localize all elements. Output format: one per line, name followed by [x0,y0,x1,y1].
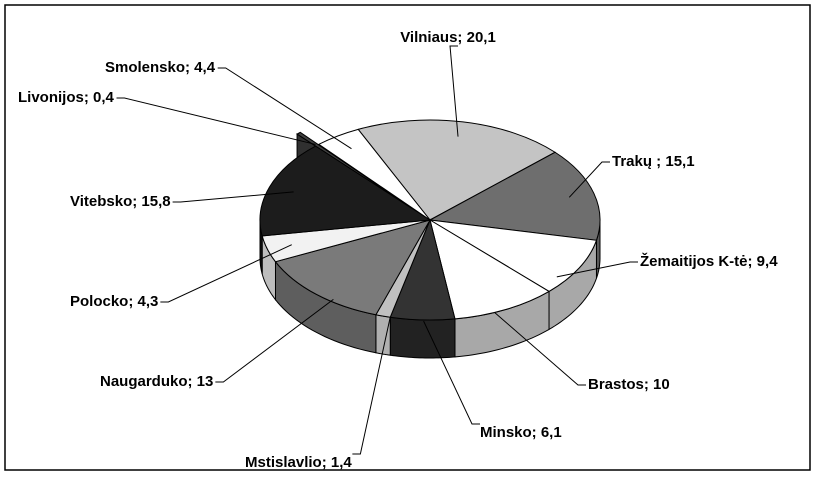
leader-line [423,320,480,425]
leader-line [215,298,334,383]
leader-line [568,161,610,198]
data-label: Žemaitijos K-tė; 9,4 [640,252,778,270]
leader-line [449,45,459,137]
data-label: Polocko; 4,3 [70,293,158,310]
slice [274,219,432,316]
slice-side [389,316,456,359]
data-label: Brastos; 10 [588,376,670,393]
slice [429,219,598,292]
leader-line [494,311,586,386]
leader-line [352,317,391,455]
data-label: Vilniaus; 20,1 [400,29,496,46]
leader-line [556,261,638,278]
data-label: Mstislavlio; 1,4 [245,454,352,471]
leader-line [172,191,294,203]
leader-line [217,67,352,150]
data-label: Vitebsko; 15,8 [70,193,171,210]
slice [296,131,412,209]
data-label: Livonijos; 0,4 [18,89,115,106]
data-label: Smolensko; 4,4 [105,59,216,76]
slice [317,128,431,221]
slice [259,145,432,237]
leader-line [116,97,316,145]
data-label: Trakų ; 15,1 [612,153,695,170]
slice [429,218,551,320]
slice [357,119,557,221]
data-label: Naugarduko; 13 [100,373,213,390]
data-label: Minsko; 6,1 [480,424,562,441]
slice [428,151,601,241]
leader-line [160,244,292,303]
